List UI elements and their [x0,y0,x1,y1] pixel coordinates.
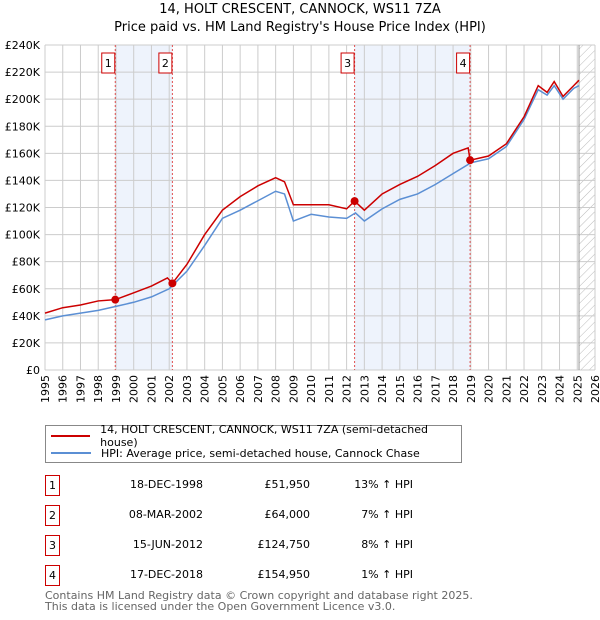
sale-label-box [340,52,355,74]
y-tick-label: £60K [12,283,41,296]
y-tick-label: £200K [5,93,41,106]
legend-label: 14, HOLT CRESCENT, CANNOCK, WS11 7ZA (se… [100,423,428,449]
y-tick-label: £80K [12,256,41,269]
sale-number-badge: 1 [45,475,60,496]
x-tick-label: 2011 [323,375,336,403]
x-tick-label: 1996 [57,375,70,403]
x-tick-label: 2006 [234,375,247,403]
sale-label-box [158,52,173,74]
sale-point [466,156,475,165]
x-tick-label: 2021 [500,375,513,403]
sale-date: 18-DEC-1998 [129,478,203,491]
x-tick-label: 2016 [412,375,425,403]
x-tick-label: 2023 [536,375,549,403]
sale-row: 1 18-DEC-1998 £51,950 13% ↑ HPI [45,475,465,497]
x-tick-label: 1998 [92,375,105,403]
sale-number-badge: 2 [45,505,60,526]
sale-hpi-diff: 1% ↑ HPI [361,568,413,581]
y-tick-label: £20K [12,337,41,350]
x-tick-label: 1995 [39,375,52,403]
sale-label: 1 [105,57,112,70]
y-tick-label: £140K [5,174,41,187]
x-tick-label: 2020 [483,375,496,403]
x-tick-label: 2015 [394,375,407,403]
sale-number-badge: 3 [45,535,60,556]
x-tick-label: 2008 [270,375,283,403]
sale-row: 4 17-DEC-2018 £154,950 1% ↑ HPI [45,565,465,587]
x-tick-label: 2024 [554,375,567,403]
x-tick-label: 2010 [305,375,318,403]
y-tick-label: £100K [5,229,41,242]
chart-subtitle: Price paid vs. HM Land Registry's House … [114,20,486,35]
y-tick-label: £40K [12,310,41,323]
property-price-line [44,79,580,314]
x-tick-label: 2000 [128,375,141,403]
sale-row: 3 15-JUN-2012 £124,750 8% ↑ HPI [45,535,465,557]
y-tick-label: £240K [5,39,41,52]
x-tick-label: 2019 [465,375,478,403]
sale-number-badge: 4 [45,565,60,586]
sale-date: 17-DEC-2018 [129,568,203,581]
sale-date: 15-JUN-2012 [132,538,203,551]
legend-label: HPI: Average price, semi-detached house,… [101,446,420,460]
y-tick-label: £160K [5,147,41,160]
sale-price: £64,000 [264,508,311,521]
hpi-line [44,84,580,321]
sale-price: £124,750 [257,538,311,551]
sale-label: 2 [162,57,169,70]
x-tick-label: 2022 [518,375,531,403]
footer-copyright: Contains HM Land Registry data © Crown c… [45,589,473,602]
legend-line-blue [51,452,91,454]
sale-hpi-diff: 7% ↑ HPI [361,508,413,521]
sale-row: 2 08-MAR-2002 £64,000 7% ↑ HPI [45,505,465,527]
x-tick-label: 2005 [216,375,229,403]
legend: 14, HOLT CRESCENT, CANNOCK, WS11 7ZA (se… [45,423,462,463]
y-tick-label: £220K [5,66,41,79]
sale-price: £154,950 [257,568,311,581]
sale-label: 4 [460,57,467,70]
x-tick-label: 2014 [376,375,389,403]
x-tick-label: 2001 [145,375,158,403]
x-tick-label: 2025 [571,375,584,403]
y-tick-label: £0 [26,364,40,377]
x-tick-label: 1997 [74,375,87,403]
x-tick-label: 1999 [110,375,123,403]
sale-point [350,197,359,206]
x-tick-label: 2012 [341,375,354,403]
sale-label-box [456,52,471,74]
y-tick-label: £180K [5,120,41,133]
x-tick-label: 2009 [287,375,300,403]
x-tick-label: 2004 [199,375,212,403]
price-chart: 1995 1996 1997 1998 1999 2000 2001 2002 2003 2004… [5,39,600,403]
footer: Contains HM Land Registry data © Crown c… [45,590,473,612]
chart-title: 14, HOLT CRESCENT, CANNOCK, WS11 7ZA [159,2,441,17]
sale-price: £51,950 [264,478,311,491]
x-tick-label: 2018 [447,375,460,403]
x-tick-label: 2003 [181,375,194,403]
footer-licence: This data is licensed under the Open Gov… [45,600,396,613]
x-tick-label: 2017 [429,375,442,403]
sale-label-box [101,52,116,74]
sale-point [168,279,177,288]
sale-date: 08-MAR-2002 [128,508,203,521]
sale-point [111,295,120,304]
legend-item-property: 14, HOLT CRESCENT, CANNOCK, WS11 7ZA (se… [51,423,461,449]
x-tick-label: 2007 [252,375,265,403]
sale-hpi-diff: 8% ↑ HPI [361,538,413,551]
x-tick-label: 2002 [163,375,176,403]
x-tick-label: 2013 [358,375,371,403]
legend-line-red [51,435,91,437]
legend-item-hpi: HPI: Average price, semi-detached house,… [51,445,420,461]
sale-label: 3 [344,57,351,70]
sale-hpi-diff: 13% ↑ HPI [354,478,413,491]
x-tick-label: 2026 [589,375,600,403]
y-tick-label: £120K [5,202,41,215]
